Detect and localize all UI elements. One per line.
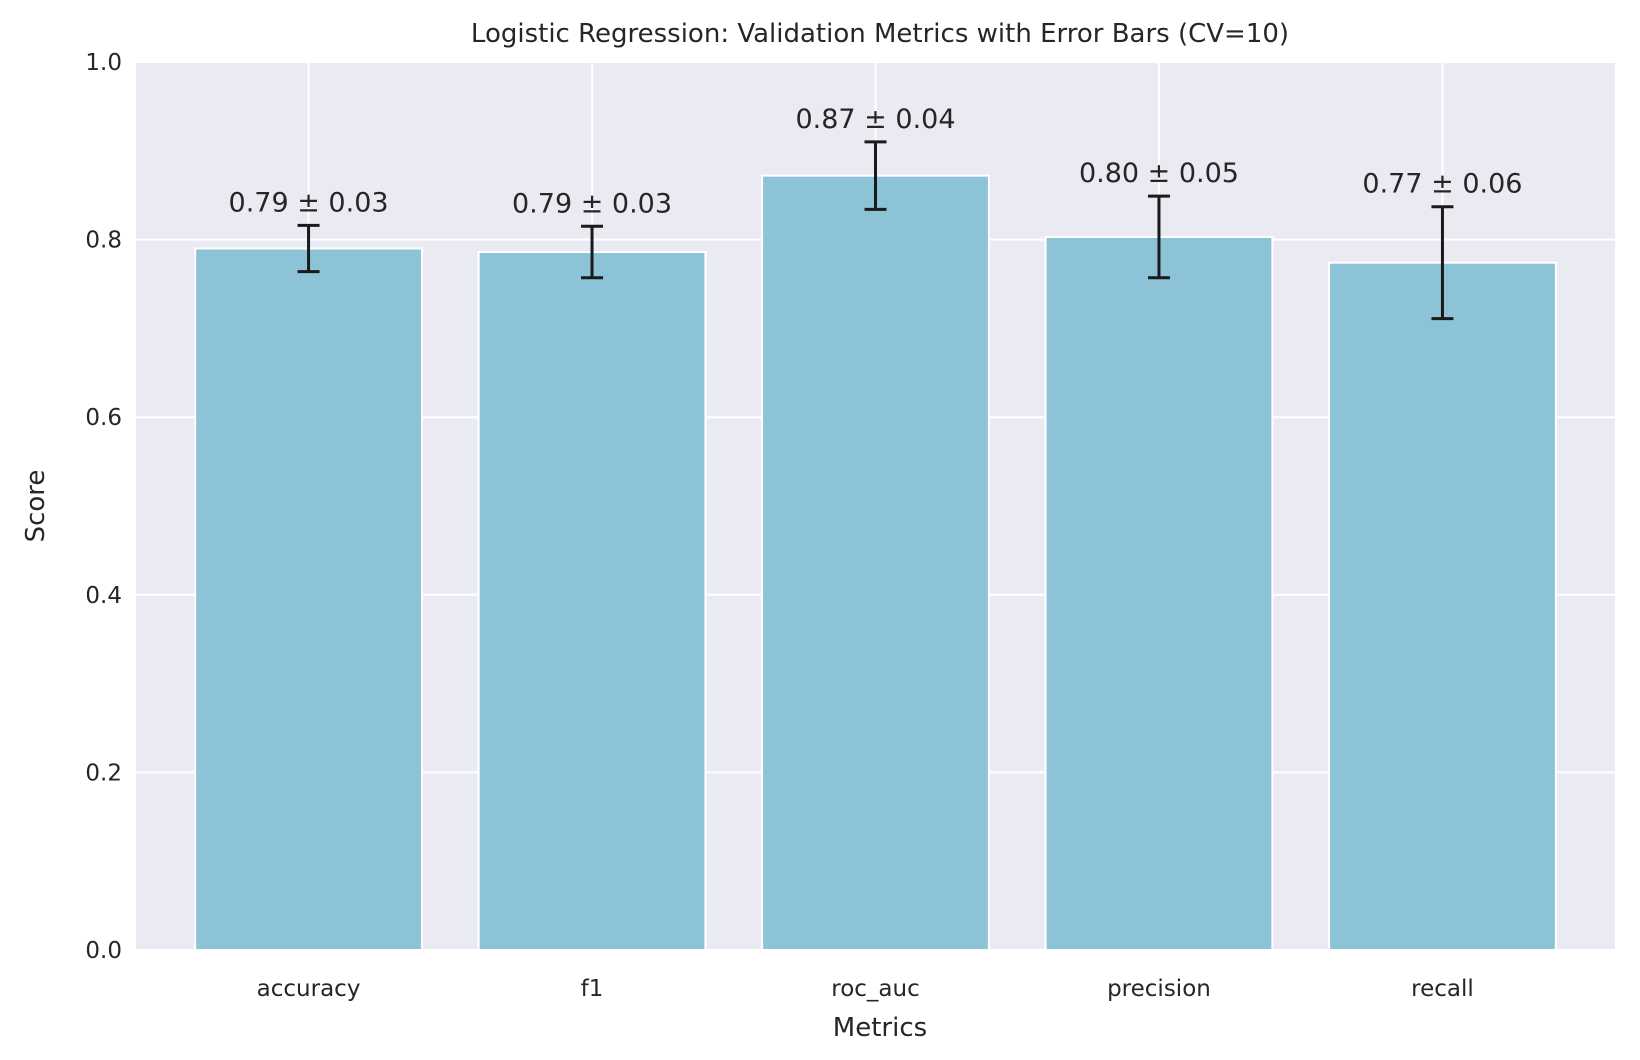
data-labels: 0.79 ± 0.03 0.79 ± 0.03 0.87 ± 0.04 0.80 ± … [229, 104, 1523, 219]
y-tick-label: 0.6 [85, 405, 122, 431]
x-tick-label: recall [1411, 976, 1474, 1002]
x-axis-ticks: accuracy f1 roc_auc precision recall [257, 976, 1474, 1002]
error-bar-roc_auc [864, 140, 887, 211]
bar-roc_auc [761, 174, 990, 951]
error-bars [297, 140, 1454, 321]
data-label-precision: 0.80 ± 0.05 [1079, 158, 1239, 189]
x-tick-label: precision [1107, 976, 1211, 1002]
error-bar-recall [1431, 205, 1454, 321]
error-bar-precision [1147, 194, 1170, 280]
y-tick-label: 1.0 [85, 50, 122, 76]
x-axis-label: Metrics [833, 1013, 927, 1043]
bar-accuracy [194, 247, 423, 952]
y-tick-label: 0.0 [85, 938, 122, 964]
error-bar-accuracy [297, 223, 320, 274]
chart-title: Logistic Regression: Validation Metrics … [471, 19, 1289, 49]
bar-f1 [477, 251, 707, 952]
bar-precision [1044, 235, 1274, 952]
error-bar-f1 [581, 224, 604, 280]
x-tick-label: roc_auc [831, 976, 920, 1002]
y-tick-label: 0.2 [85, 760, 122, 786]
data-label-accuracy: 0.79 ± 0.03 [229, 187, 389, 218]
y-axis-label: Score [21, 470, 51, 543]
y-tick-label: 0.8 [85, 228, 122, 254]
bars [194, 174, 1557, 952]
x-tick-label: accuracy [257, 976, 361, 1002]
data-label-f1: 0.79 ± 0.03 [512, 188, 672, 219]
bar-recall [1328, 261, 1557, 951]
y-axis-ticks: 0.0 0.2 0.4 0.6 0.8 1.0 [85, 50, 122, 964]
data-label-roc_auc: 0.87 ± 0.04 [795, 104, 955, 135]
x-tick-label: f1 [581, 976, 604, 1002]
data-label-recall: 0.77 ± 0.06 [1362, 169, 1522, 200]
y-tick-label: 0.4 [85, 583, 122, 609]
